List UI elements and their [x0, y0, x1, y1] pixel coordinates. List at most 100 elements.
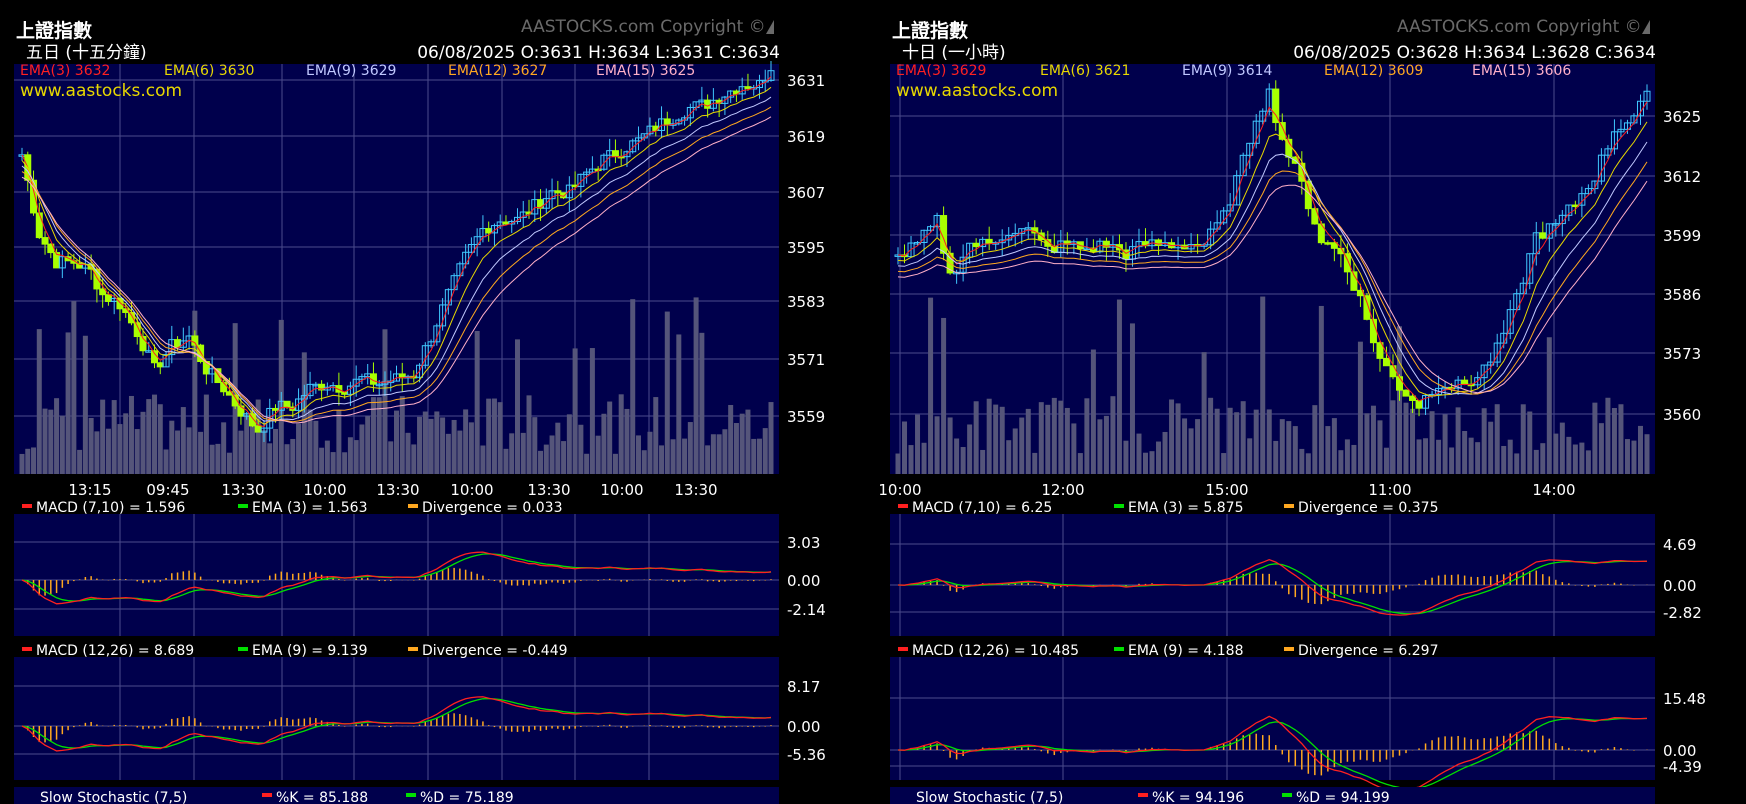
volume-bar [532, 417, 538, 474]
candle-body [1148, 239, 1156, 247]
candle-body [542, 198, 550, 209]
legend-swatch [898, 504, 908, 508]
volume-bar [1116, 299, 1122, 474]
volume-bar [1188, 428, 1194, 474]
volume-bar [146, 399, 152, 474]
volume-bar [595, 435, 601, 474]
candle-body [104, 294, 112, 302]
volume-bar [71, 301, 77, 474]
volume-bar [209, 444, 215, 474]
candle-body [548, 190, 556, 200]
volume-bar [1142, 452, 1148, 474]
candle-body [629, 140, 637, 153]
macd-line [897, 715, 1648, 791]
volume-bar [1351, 444, 1357, 474]
volume-bar [457, 430, 463, 474]
volume-bar [19, 453, 25, 474]
volume-bar [1266, 409, 1272, 474]
ema-6-line [21, 86, 772, 425]
x-tick-label: 10:00 [450, 481, 493, 499]
volume-bar [1553, 433, 1559, 474]
volume-bar [509, 433, 515, 474]
candle-body [116, 297, 124, 310]
volume-bar [1032, 452, 1038, 474]
volume-bar [624, 408, 630, 474]
volume-bar [1175, 403, 1181, 474]
volume-bar [1182, 418, 1188, 474]
candle-body [1330, 242, 1338, 249]
y-tick-label: 3625 [1663, 108, 1701, 126]
candle-body [231, 394, 239, 407]
volume-bar [336, 410, 342, 474]
macd-7-10-panel: 3.03 0.00 -2.14 MACD (7,10) = 1.596 EMA (3) … [14, 500, 826, 636]
candle-body [985, 238, 993, 244]
macd-7-10-panel-plot-area [890, 514, 1655, 636]
volume-bar [1286, 421, 1292, 474]
stochastic-d-label: %D = 75.189 [420, 790, 514, 804]
candle-body [1024, 227, 1032, 230]
volume-bar [745, 409, 751, 474]
volume-bar [1501, 445, 1507, 474]
candle-body [1604, 148, 1612, 156]
stochastic-panel [890, 787, 1655, 804]
volume-bar [1449, 447, 1455, 474]
candle-body [1343, 253, 1351, 273]
volume-bar [699, 332, 705, 474]
candle-body [1096, 240, 1104, 253]
volume-bar [1585, 450, 1591, 474]
volume-bar [157, 404, 163, 474]
volume-bar [921, 442, 927, 474]
ema-legend-item: EMA(15) 3606 [1472, 63, 1571, 79]
volume-bar [670, 439, 676, 474]
candle-body [519, 211, 527, 218]
volume-bar [1299, 448, 1305, 474]
candle-body [755, 80, 763, 89]
volume-bar [1520, 404, 1526, 474]
candle-body [1402, 389, 1410, 397]
candle-body [972, 242, 980, 248]
volume-bar [180, 407, 186, 474]
legend-swatch [1284, 504, 1294, 508]
volume-bar [1234, 412, 1240, 474]
macd-y-tick-label: 3.03 [787, 534, 820, 552]
volume-bar [1325, 426, 1331, 474]
candle-body [1480, 364, 1488, 379]
volume-bar [42, 408, 48, 474]
volume-bar [267, 443, 273, 474]
candle-body [127, 311, 135, 324]
volume-bar [915, 414, 921, 474]
volume-bar [296, 423, 302, 474]
stochastic-panel [14, 787, 779, 804]
volume-bar [273, 428, 279, 474]
candle-body [99, 288, 107, 296]
volume-bar [117, 424, 123, 474]
legend-swatch [1114, 504, 1124, 508]
volume-bar [451, 419, 457, 474]
volume-bar [1247, 438, 1253, 474]
volume-bar [635, 435, 641, 474]
candle-body [1558, 214, 1566, 225]
x-tick-label: 12:00 [1041, 481, 1084, 499]
x-tick-label: 14:00 [1532, 481, 1575, 499]
volume-bar [1644, 434, 1650, 474]
stochastic-title: Slow Stochastic (7,5) [40, 790, 187, 804]
volume-bar [192, 310, 198, 474]
candle-body [652, 125, 660, 131]
candle-body [1363, 295, 1371, 320]
candle-body [35, 212, 43, 239]
ema-12-line [897, 161, 1648, 395]
candle-body [1493, 342, 1501, 363]
candle-body [933, 215, 941, 228]
candle-body [485, 228, 493, 234]
y-tick-label: 3571 [787, 351, 825, 369]
legend-swatch [1284, 647, 1294, 651]
index-title: 上證指數 [16, 19, 92, 42]
copyright-text: AASTOCKS.com Copyright © [1397, 17, 1642, 37]
ohlc-readout: 06/08/2025 O:3631 H:3634 L:3631 C:3634 [417, 43, 780, 63]
x-tick-label: 13:15 [68, 481, 111, 499]
volume-bar [543, 444, 549, 474]
volume-bar [1221, 453, 1227, 474]
chart-panel-1: 上證指數 AASTOCKS.com Copyright © 五日 (十五分鐘) 06/… [14, 17, 826, 804]
volume-bar [1416, 439, 1422, 474]
volume-bar [486, 398, 492, 474]
